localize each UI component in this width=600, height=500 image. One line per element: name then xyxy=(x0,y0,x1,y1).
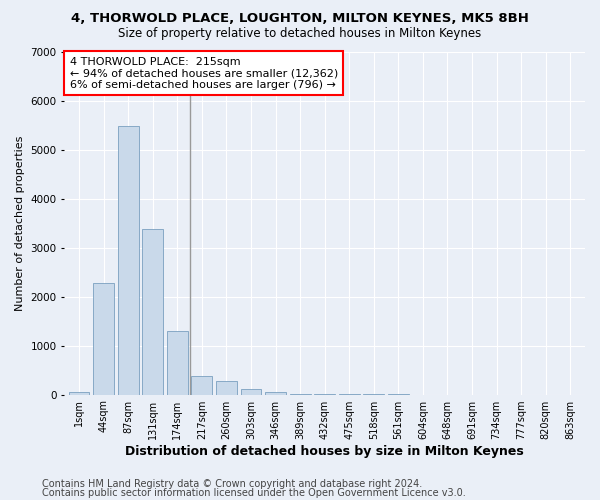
Bar xyxy=(216,382,237,394)
Bar xyxy=(68,392,89,394)
Bar xyxy=(142,229,163,394)
Text: Size of property relative to detached houses in Milton Keynes: Size of property relative to detached ho… xyxy=(118,28,482,40)
Bar xyxy=(167,332,188,394)
Y-axis label: Number of detached properties: Number of detached properties xyxy=(15,136,25,310)
Bar xyxy=(118,126,139,394)
Text: 4, THORWOLD PLACE, LOUGHTON, MILTON KEYNES, MK5 8BH: 4, THORWOLD PLACE, LOUGHTON, MILTON KEYN… xyxy=(71,12,529,26)
Bar xyxy=(265,392,286,394)
Bar xyxy=(191,376,212,394)
Text: Contains public sector information licensed under the Open Government Licence v3: Contains public sector information licen… xyxy=(42,488,466,498)
Text: 4 THORWOLD PLACE:  215sqm
← 94% of detached houses are smaller (12,362)
6% of se: 4 THORWOLD PLACE: 215sqm ← 94% of detach… xyxy=(70,56,338,90)
Bar xyxy=(241,388,262,394)
Bar xyxy=(93,284,114,395)
X-axis label: Distribution of detached houses by size in Milton Keynes: Distribution of detached houses by size … xyxy=(125,444,524,458)
Text: Contains HM Land Registry data © Crown copyright and database right 2024.: Contains HM Land Registry data © Crown c… xyxy=(42,479,422,489)
